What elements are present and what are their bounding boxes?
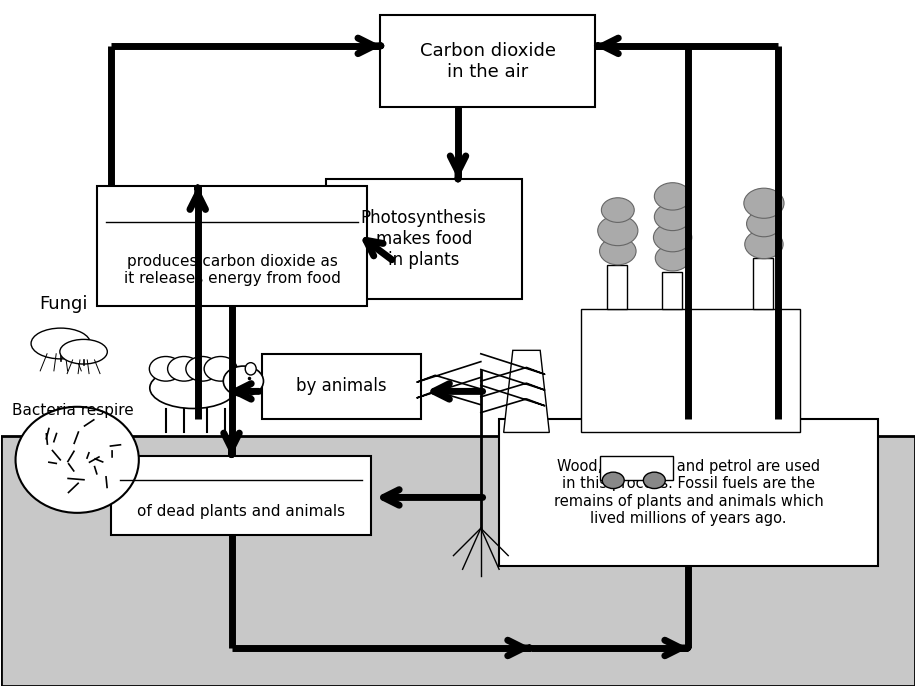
Bar [111, 456, 371, 535]
Circle shape [598, 216, 638, 246]
Circle shape [149, 357, 182, 381]
Circle shape [603, 472, 624, 488]
Text: produces carbon dioxide as
it releases energy from food: produces carbon dioxide as it releases e… [124, 254, 341, 286]
Bar [380, 15, 595, 107]
Ellipse shape [245, 363, 256, 375]
Text: by animals: by animals [296, 377, 387, 395]
Circle shape [643, 472, 665, 488]
Circle shape [744, 188, 784, 218]
Polygon shape [504, 350, 550, 432]
Circle shape [745, 230, 783, 259]
Text: Carbon dioxide
in the air: Carbon dioxide in the air [420, 42, 556, 80]
Bar [582, 309, 801, 432]
Circle shape [186, 357, 219, 381]
Circle shape [168, 357, 201, 381]
Circle shape [654, 203, 691, 231]
Text: Photosynthesis
makes food
in plants: Photosynthesis makes food in plants [361, 210, 486, 269]
Circle shape [747, 211, 781, 237]
Bar [262, 354, 421, 419]
Bar [499, 419, 878, 566]
Text: Fungi: Fungi [39, 295, 88, 313]
Bar [607, 264, 627, 309]
Ellipse shape [150, 368, 236, 409]
Bar [325, 179, 522, 299]
Circle shape [224, 366, 264, 396]
Bar [97, 186, 366, 306]
Ellipse shape [31, 328, 91, 359]
Ellipse shape [60, 339, 107, 364]
Bar [661, 271, 682, 309]
Circle shape [654, 183, 691, 210]
Circle shape [204, 357, 237, 381]
Bar [600, 456, 672, 480]
Bar [753, 258, 773, 309]
Text: Bacteria respire: Bacteria respire [12, 403, 134, 418]
Circle shape [600, 238, 636, 264]
Bar [2, 436, 914, 686]
Circle shape [653, 223, 692, 252]
Circle shape [602, 198, 634, 223]
Text: of dead plants and animals: of dead plants and animals [137, 504, 345, 519]
Ellipse shape [16, 407, 139, 513]
Text: Wood, coal, gas and petrol are used
in this process. Fossil fuels are the
remain: Wood, coal, gas and petrol are used in t… [553, 459, 823, 526]
Circle shape [655, 245, 690, 271]
